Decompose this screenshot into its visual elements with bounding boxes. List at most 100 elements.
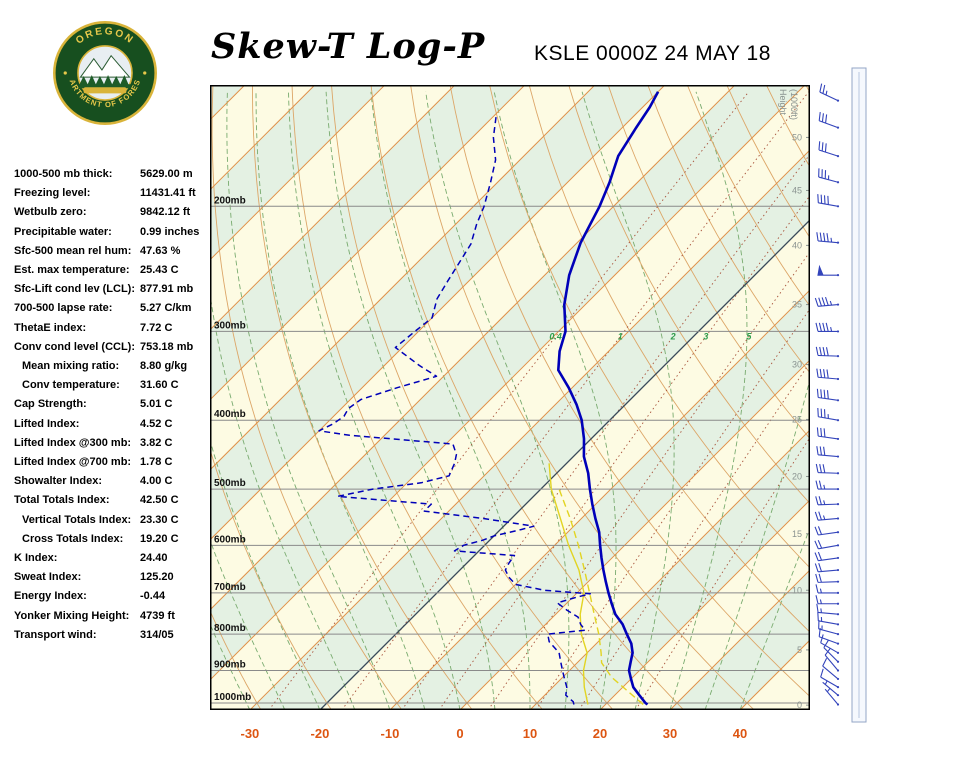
stat-row: Vertical Totals Index: 23.30 C [14,511,214,530]
wind-barb-origin [836,669,840,672]
wind-barb-origin [836,487,840,491]
stat-label: Sfc-500 mean rel hum: [14,244,132,257]
mixing-ratio-label: 2 [670,332,676,342]
pressure-label: 500mb [214,478,246,489]
temp-tick-label: 40 [733,726,747,741]
wind-barb-origin [836,633,840,636]
temp-tick-label: -30 [241,726,260,741]
height-tick-label: 50 [792,132,802,142]
logo-trees [79,75,131,89]
wind-barb-origin [836,274,840,277]
wind-barb-origin [836,623,840,626]
wind-barb [818,112,839,129]
stat-value: 5.27 C/km [140,302,192,315]
stat-label: Est. max temperature: [14,264,130,277]
height-tick-label: 15 [792,529,802,539]
stat-value: 9842.12 ft [140,206,191,219]
logo-mountains [79,54,131,78]
wind-barb [814,296,839,307]
logo-star-left [63,71,67,75]
height-tick-label: 25 [792,414,802,424]
stat-label: Precipitable water: [14,225,112,238]
stat-row: Lifted Index @700 mb: 1.78 C [14,453,214,472]
stat-row: Sfc-Lift cond lev (LCL): 877.91 mb [14,280,214,299]
stat-value: 4739 ft [140,609,175,622]
wind-barb [823,639,839,663]
wind-barb-origin [836,613,840,616]
wind-barbs [814,83,840,706]
logo-banner [83,87,127,94]
indices-panel: 1000-500 mb thick: 5629.00 m Freezing leve… [14,165,214,645]
stat-label: Sweat Index: [14,571,82,584]
wind-barb [815,595,838,605]
wind-barb [817,612,839,625]
stat-label: ThetaE index: [14,321,87,334]
stat-label: 700-500 lapse rate: [14,302,113,315]
height-tick-label: 40 [792,240,802,250]
stat-value: 31.60 C [140,379,179,392]
stat-row: Mean mixing ratio: 8.80 g/kg [14,357,214,376]
stat-value: 42.50 C [140,494,179,507]
stat-label: Yonker Mixing Height: [14,609,130,622]
stat-value: 19.20 C [140,532,179,545]
wind-barb-origin [836,503,840,506]
wind-barb-origin [836,419,840,422]
pressure-label: 400mb [214,409,246,420]
stat-value: 753.18 mb [140,340,194,353]
wind-barb-origin [836,568,840,572]
wind-barb [815,346,839,357]
pressure-lines [210,205,810,704]
wind-barb-origin [836,205,840,208]
height-tick-label: 35 [792,300,802,310]
stat-row: Precipitable water: 0.99 inches [14,223,214,242]
wind-barb [818,168,839,183]
stat-value: 0.99 inches [140,225,200,238]
wind-barb-origin [836,241,840,244]
stat-value: 4.00 C [140,475,173,488]
stat-row: ThetaE index: 7.72 C [14,319,214,338]
wind-barb-origin [836,651,840,654]
moist-adiabats [210,91,810,710]
wind-barb-column [814,67,867,723]
stat-row: Energy Index: -0.44 [14,587,214,606]
wind-barb-origin [836,399,840,402]
height-tick-label: 5 [797,645,802,655]
stat-label: Cross Totals Index: [22,532,124,545]
stat-value: 877.91 mb [140,283,194,296]
pressure-label: 1000mb [214,692,251,703]
stat-row: Cap Strength: 5.01 C [14,395,214,414]
temperature-trace [556,91,660,706]
pressure-label: 800mb [214,623,246,634]
odf-logo: OREGON DEPARTMENT OF FORESTRY [52,20,157,125]
stat-row: Sweat Index: 125.20 [14,568,214,587]
stat-label: Conv temperature: [22,379,120,392]
wind-barb-origin [836,455,840,458]
stat-label: Lifted Index @700 mb: [14,456,132,469]
wind-barb [815,573,839,583]
isotherms [210,85,810,710]
height-axis-caption: Height [778,89,788,116]
wind-barb-origin [836,126,840,129]
stat-label: Cap Strength: [14,398,87,411]
wind-barb-origin [836,544,840,547]
wind-barb [814,539,839,550]
wind-barb [819,83,839,102]
height-tick-label: 20 [792,471,802,481]
stat-row: 1000-500 mb thick: 5629.00 m [14,165,214,184]
plot-grid [210,85,810,710]
wind-barb [814,511,839,521]
stat-label: Vertical Totals Index: [22,513,132,526]
wind-barb [816,232,839,244]
wind-barb [816,603,839,615]
stat-value: 5.01 C [140,398,173,411]
wind-barb [818,620,839,635]
pressure-labels: 200mb 300mb 400mb 500mb 600mb 700mb 800mb 900mb… [214,195,251,703]
wind-barb-origin [836,694,840,697]
stat-row: Conv temperature: 31.60 C [14,376,214,395]
stat-label: 1000-500 mb thick: [14,168,113,180]
wind-barb-origin [836,677,840,681]
stat-value: 47.63 % [140,244,181,257]
wind-barb [817,194,839,207]
stat-row: K Index: 24.40 [14,549,214,568]
